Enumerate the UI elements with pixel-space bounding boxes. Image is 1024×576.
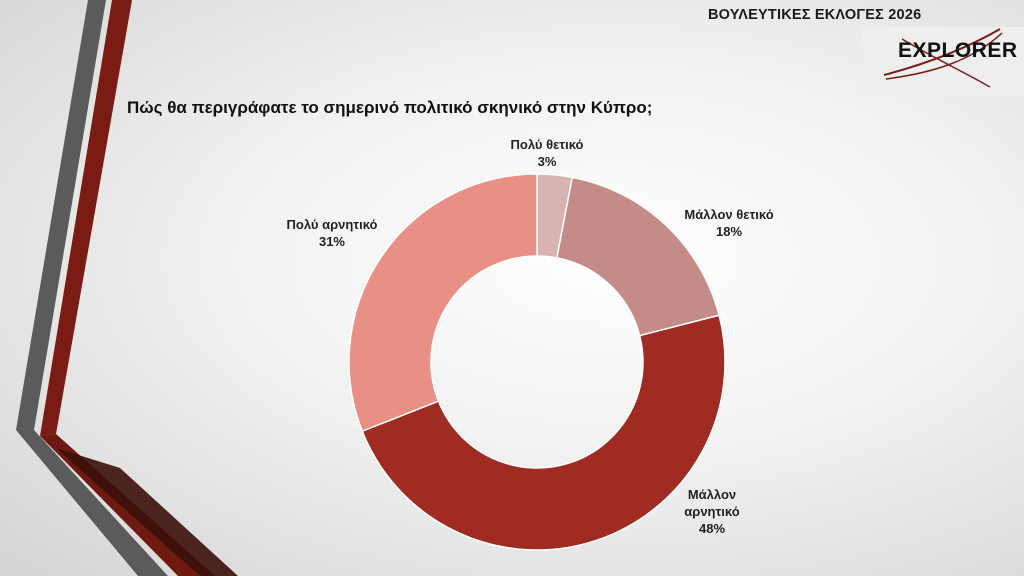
slice-name: Πολύ αρνητικό [286, 217, 378, 232]
logo-text: EXPLORER [898, 39, 1018, 62]
slice-value: 18% [715, 224, 743, 239]
slice-value: 31% [318, 234, 346, 249]
slice-value: 3% [537, 154, 557, 169]
slice-name: Μάλλον αρνητικό [684, 487, 740, 519]
slice-label-very-positive: Πολύ θετικό 3% [511, 136, 584, 170]
slice-rather-negative [361, 314, 726, 551]
slice-value: 48% [698, 521, 726, 536]
slice-label-very-negative: Πολύ αρνητικό 31% [287, 216, 378, 250]
header-title: ΒΟΥΛΕΥΤΙΚΕΣ ΕΚΛΟΓΕΣ 2026 [708, 7, 922, 23]
slice-very-negative [348, 173, 538, 433]
logo-swoosh-icon [883, 28, 1003, 88]
slice-label-rather-positive: Μάλλον θετικό 18% [684, 206, 773, 240]
slice-name: Μάλλον θετικό [684, 207, 774, 222]
question-title: Πώς θα περιγράφατε το σημερινό πολιτικό … [127, 98, 653, 117]
slice-name: Πολύ θετικό [510, 137, 584, 152]
explorer-logo: EXPLORER [862, 27, 1024, 97]
slice-label-rather-negative: Μάλλον αρνητικό 48% [672, 486, 752, 537]
slice-rather-positive [555, 176, 721, 337]
